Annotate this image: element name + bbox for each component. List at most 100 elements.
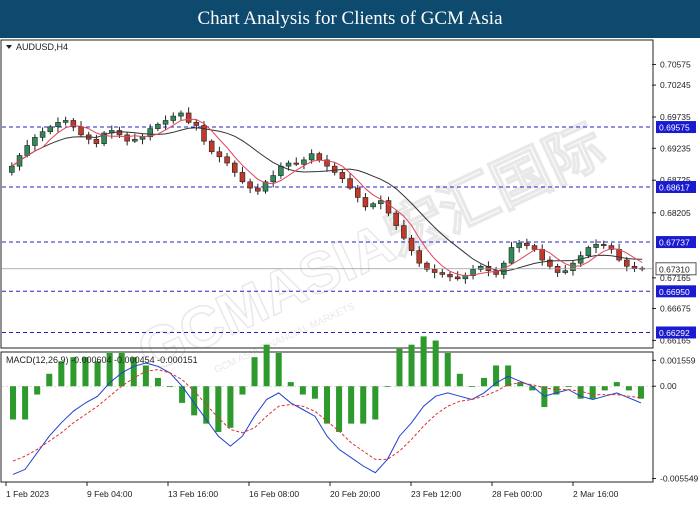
level-price-box bbox=[656, 236, 696, 249]
candle bbox=[562, 265, 569, 275]
candle bbox=[616, 243, 622, 262]
moving-averages bbox=[11, 118, 643, 277]
price-tick-label: 0.68725 bbox=[660, 175, 691, 185]
macd-main-line bbox=[12, 362, 642, 475]
candle bbox=[155, 122, 161, 132]
candle-body bbox=[608, 245, 615, 250]
watermark: GCMASIA宏汇国际 GCM ASIA FINANCIAL MARKETS bbox=[127, 112, 614, 386]
candle bbox=[224, 153, 230, 167]
macd-histogram-bar bbox=[468, 386, 475, 388]
x-tick-label: 23 Feb 12:00 bbox=[411, 489, 461, 499]
candle bbox=[78, 121, 84, 137]
macd-histogram-bar bbox=[396, 348, 403, 387]
candle-body bbox=[293, 162, 300, 165]
macd-histogram-bar bbox=[70, 357, 77, 387]
candle-body bbox=[32, 137, 38, 146]
candle-body bbox=[393, 212, 399, 226]
candle bbox=[147, 124, 153, 141]
candle-body bbox=[47, 126, 54, 133]
candle-body bbox=[524, 242, 530, 246]
macd-histogram-bar bbox=[577, 386, 584, 399]
macd-histogram-bar bbox=[34, 386, 41, 395]
macd-histogram-bar bbox=[565, 386, 572, 388]
macd-histogram-bar bbox=[215, 386, 222, 432]
macd-tick-label: -0.005549 bbox=[660, 473, 699, 483]
candle-body bbox=[185, 112, 192, 123]
candle bbox=[193, 119, 200, 131]
macd-histogram-bar bbox=[323, 386, 331, 424]
candle-body bbox=[554, 265, 561, 273]
macd-histogram-bar bbox=[46, 373, 53, 387]
candle bbox=[424, 261, 430, 272]
candle-body bbox=[224, 156, 230, 164]
macd-histogram-bar bbox=[456, 373, 463, 387]
candle-body bbox=[139, 136, 146, 140]
candle-body bbox=[231, 162, 238, 173]
candle bbox=[585, 245, 592, 259]
candle bbox=[393, 210, 399, 230]
price-pane-border bbox=[0, 39, 654, 349]
candle-body bbox=[477, 265, 484, 270]
candle-body bbox=[416, 250, 423, 264]
candle-body bbox=[55, 122, 61, 128]
candle bbox=[170, 112, 177, 124]
x-tick-label: 28 Feb 00:00 bbox=[492, 489, 542, 499]
price-tick-label: 0.69735 bbox=[660, 112, 691, 122]
chart-area[interactable]: GCMASIA宏汇国际 GCM ASIA FINANCIAL MARKETS 0… bbox=[0, 38, 700, 500]
macd-histogram-bar bbox=[601, 386, 608, 391]
price-tick-label: 0.69235 bbox=[660, 143, 691, 153]
candle-body bbox=[308, 153, 315, 161]
candle-body bbox=[147, 128, 153, 138]
candle-body bbox=[193, 122, 200, 126]
price-tick-label: 0.66675 bbox=[660, 304, 691, 314]
macd-histogram-bar bbox=[142, 365, 149, 387]
x-tick-label: 16 Feb 08:00 bbox=[249, 489, 299, 499]
candle bbox=[454, 271, 461, 281]
macd-histogram-bar bbox=[251, 357, 258, 387]
chart-canvas[interactable]: GCMASIA宏汇国际 GCM ASIA FINANCIAL MARKETS 0… bbox=[0, 38, 700, 500]
macd-histogram-bar bbox=[517, 382, 524, 387]
candle-body bbox=[178, 112, 184, 117]
candle-body bbox=[539, 249, 545, 261]
candle-body bbox=[593, 244, 599, 248]
candle bbox=[162, 115, 169, 130]
candle-body bbox=[101, 132, 107, 144]
candle-body bbox=[216, 151, 223, 158]
macd-histogram-bar bbox=[408, 344, 415, 387]
macd-histogram-bar bbox=[227, 386, 234, 428]
macd-histogram-bar bbox=[444, 353, 451, 387]
candle bbox=[39, 127, 46, 142]
candle-body bbox=[278, 165, 284, 176]
candle-body bbox=[424, 262, 430, 270]
candle-body bbox=[9, 165, 15, 173]
candle-body bbox=[316, 153, 323, 161]
chevron-down-icon[interactable] bbox=[6, 45, 12, 49]
candle-body bbox=[585, 247, 592, 256]
candle-body bbox=[39, 131, 46, 138]
candle bbox=[278, 162, 284, 179]
price-tick-label: 0.70575 bbox=[660, 59, 691, 69]
candle bbox=[439, 268, 446, 278]
candle-body bbox=[347, 178, 353, 189]
macd-histogram-bar bbox=[287, 382, 294, 387]
candle-body bbox=[616, 249, 622, 261]
level-price-box bbox=[656, 180, 696, 193]
candle bbox=[347, 173, 353, 190]
candle bbox=[85, 131, 92, 145]
candle bbox=[32, 134, 38, 151]
macd-signal-line bbox=[12, 369, 642, 462]
level-price-box bbox=[656, 285, 696, 298]
candle-body bbox=[600, 244, 607, 246]
candle bbox=[378, 195, 384, 210]
macd-histogram-bar bbox=[637, 386, 644, 399]
candle-body bbox=[270, 175, 276, 183]
candle-body bbox=[354, 187, 361, 198]
candle bbox=[247, 178, 253, 194]
candle bbox=[508, 241, 515, 266]
macd-histogram-bar bbox=[625, 386, 632, 391]
candle bbox=[362, 193, 369, 211]
candle bbox=[270, 170, 276, 188]
x-tick-label: 20 Feb 20:00 bbox=[330, 489, 380, 499]
candle bbox=[216, 146, 223, 163]
candle-body bbox=[370, 203, 376, 208]
